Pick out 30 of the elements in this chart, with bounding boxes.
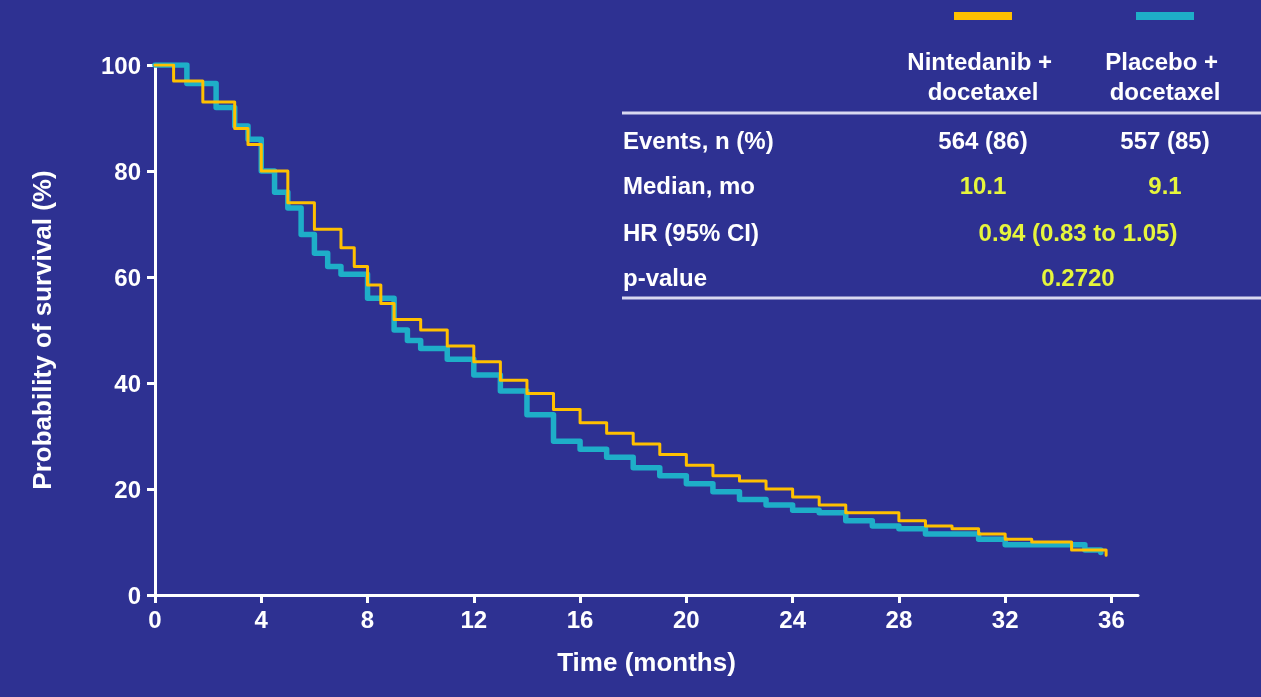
x-tick-label: 28: [885, 605, 913, 633]
annotation: 10.1: [959, 171, 1007, 199]
annotation: 564 (86): [938, 126, 1028, 154]
annotation: Events, n (%): [623, 126, 774, 154]
annotation: p-value: [623, 263, 708, 291]
x-tick-label: 0: [148, 605, 162, 633]
y-tick-label: 80: [114, 157, 141, 185]
annotation: Median, mo: [623, 171, 756, 199]
annotation: HR (95% CI): [623, 218, 760, 246]
y-tick-label: 60: [114, 263, 141, 291]
x-tick-label: 4: [254, 605, 269, 633]
x-tick-label: 20: [673, 605, 700, 633]
y-tick-label: 40: [114, 369, 141, 397]
annotation: 0.94 (0.83 to 1.05): [978, 218, 1178, 246]
x-axis-title: Time (months): [557, 647, 736, 677]
x-tick-label: 24: [779, 605, 807, 633]
x-tick-label: 12: [460, 605, 488, 633]
x-tick-label: 8: [360, 605, 375, 633]
y-tick-label: 20: [114, 475, 141, 503]
y-tick-label: 0: [127, 581, 141, 609]
legend-label: Nintedanib + docetaxel: [907, 47, 1059, 105]
y-tick-label: 100: [100, 51, 141, 79]
x-tick-label: 36: [1098, 605, 1125, 633]
y-axis-title: Probability of survival (%): [27, 170, 57, 490]
text: 9.1: [1148, 171, 1182, 199]
annotation: 557 (85): [1120, 126, 1210, 154]
x-tick-label: 16: [566, 605, 594, 633]
x-tick-label: 32: [991, 605, 1019, 633]
annotation: 0.2720: [1041, 263, 1115, 291]
legend-label: Placebo + docetaxel: [1105, 47, 1225, 105]
